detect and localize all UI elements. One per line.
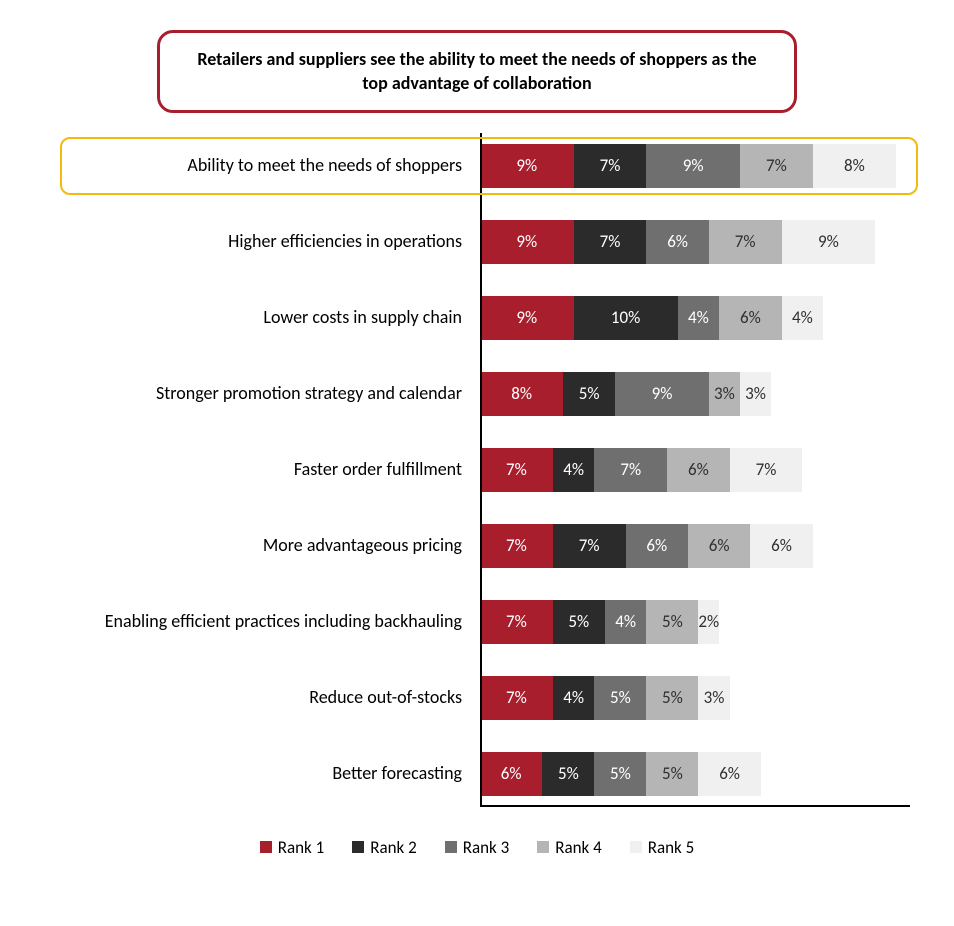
category-label: Reduce out-of-stocks bbox=[40, 687, 480, 708]
bar-stack: 7%4%5%5%3% bbox=[480, 676, 730, 720]
bar-stack: 9%10%4%6%4% bbox=[480, 296, 823, 340]
category-label: Higher efficiencies in operations bbox=[40, 231, 480, 252]
bar-segment: 6% bbox=[667, 448, 729, 492]
category-label: More advantageous pricing bbox=[40, 535, 480, 556]
bar-stack: 7%4%7%6%7% bbox=[480, 448, 802, 492]
bar-segment: 9% bbox=[480, 144, 574, 188]
bar-segment: 6% bbox=[480, 752, 542, 796]
category-label: Enabling efficient practices including b… bbox=[40, 611, 480, 632]
legend-swatch bbox=[260, 841, 272, 853]
bar-segment: 4% bbox=[782, 296, 824, 340]
legend-label: Rank 5 bbox=[648, 837, 695, 858]
bar-segment: 5% bbox=[594, 676, 646, 720]
legend-label: Rank 1 bbox=[278, 837, 325, 858]
category-label: Better forecasting bbox=[40, 763, 480, 784]
bar-segment: 6% bbox=[626, 524, 688, 568]
bar-segment: 5% bbox=[542, 752, 594, 796]
chart-row: Lower costs in supply chain9%10%4%6%4% bbox=[40, 293, 914, 343]
chart-title-text: Retailers and suppliers see the ability … bbox=[197, 48, 756, 94]
bar-segment: 7% bbox=[740, 144, 813, 188]
legend-item: Rank 5 bbox=[630, 837, 695, 858]
x-axis bbox=[480, 805, 910, 807]
legend-swatch bbox=[630, 841, 642, 853]
bar-stack: 7%5%4%5%2% bbox=[480, 600, 719, 644]
legend-item: Rank 1 bbox=[260, 837, 325, 858]
bar-segment: 4% bbox=[553, 676, 595, 720]
legend-label: Rank 3 bbox=[463, 837, 510, 858]
bar-segment: 6% bbox=[698, 752, 760, 796]
chart-row: More advantageous pricing7%7%6%6%6% bbox=[40, 521, 914, 571]
category-label: Ability to meet the needs of shoppers bbox=[40, 155, 480, 176]
bar-segment: 9% bbox=[480, 296, 574, 340]
bar-stack: 7%7%6%6%6% bbox=[480, 524, 813, 568]
chart-row: Higher efficiencies in operations9%7%6%7… bbox=[40, 217, 914, 267]
bar-segment: 6% bbox=[750, 524, 812, 568]
bar-segment: 3% bbox=[698, 676, 729, 720]
bar-segment: 10% bbox=[574, 296, 678, 340]
bar-segment: 6% bbox=[719, 296, 781, 340]
legend: Rank 1 Rank 2 Rank 3 Rank 4 Rank 5 bbox=[40, 837, 914, 858]
chart-row: Faster order fulfillment7%4%7%6%7% bbox=[40, 445, 914, 495]
bar-stack: 9%7%9%7%8% bbox=[480, 144, 896, 188]
bar-stack: 9%7%6%7%9% bbox=[480, 220, 875, 264]
category-label: Stronger promotion strategy and calendar bbox=[40, 383, 480, 404]
category-label: Lower costs in supply chain bbox=[40, 307, 480, 328]
bar-segment: 8% bbox=[813, 144, 896, 188]
chart-row: Ability to meet the needs of shoppers9%7… bbox=[40, 141, 914, 191]
bar-segment: 5% bbox=[594, 752, 646, 796]
bar-segment: 5% bbox=[646, 600, 698, 644]
bar-segment: 5% bbox=[553, 600, 605, 644]
legend-label: Rank 4 bbox=[555, 837, 602, 858]
bar-segment: 7% bbox=[553, 524, 626, 568]
bar-segment: 6% bbox=[688, 524, 750, 568]
bar-segment: 7% bbox=[574, 144, 647, 188]
category-label: Faster order fulfillment bbox=[40, 459, 480, 480]
bar-segment: 7% bbox=[709, 220, 782, 264]
chart-row: Enabling efficient practices including b… bbox=[40, 597, 914, 647]
bar-segment: 9% bbox=[646, 144, 740, 188]
bar-segment: 9% bbox=[782, 220, 876, 264]
bar-segment: 7% bbox=[574, 220, 647, 264]
bar-segment: 7% bbox=[730, 448, 803, 492]
legend-swatch bbox=[445, 841, 457, 853]
bar-segment: 7% bbox=[594, 448, 667, 492]
bar-segment: 4% bbox=[678, 296, 720, 340]
bar-segment: 6% bbox=[646, 220, 708, 264]
bar-segment: 9% bbox=[615, 372, 709, 416]
bar-segment: 8% bbox=[480, 372, 563, 416]
bar-stack: 6%5%5%5%6% bbox=[480, 752, 761, 796]
chart-row: Reduce out-of-stocks7%4%5%5%3% bbox=[40, 673, 914, 723]
bar-segment: 7% bbox=[480, 448, 553, 492]
bar-segment: 9% bbox=[480, 220, 574, 264]
bar-segment: 4% bbox=[605, 600, 647, 644]
bar-segment: 5% bbox=[563, 372, 615, 416]
chart-title-box: Retailers and suppliers see the ability … bbox=[157, 30, 797, 113]
bar-segment: 3% bbox=[709, 372, 740, 416]
bar-segment: 5% bbox=[646, 752, 698, 796]
bar-segment: 7% bbox=[480, 600, 553, 644]
legend-item: Rank 4 bbox=[537, 837, 602, 858]
chart-row: Better forecasting6%5%5%5%6% bbox=[40, 749, 914, 799]
bar-segment: 2% bbox=[698, 600, 719, 644]
bar-segment: 5% bbox=[646, 676, 698, 720]
bar-segment: 3% bbox=[740, 372, 771, 416]
bar-segment: 4% bbox=[553, 448, 595, 492]
chart-row: Stronger promotion strategy and calendar… bbox=[40, 369, 914, 419]
bar-stack: 8%5%9%3%3% bbox=[480, 372, 771, 416]
bar-segment: 7% bbox=[480, 524, 553, 568]
legend-swatch bbox=[352, 841, 364, 853]
legend-item: Rank 3 bbox=[445, 837, 510, 858]
legend-label: Rank 2 bbox=[370, 837, 417, 858]
y-axis bbox=[480, 133, 482, 807]
chart-area: Ability to meet the needs of shoppers9%7… bbox=[40, 141, 914, 799]
legend-swatch bbox=[537, 841, 549, 853]
bar-segment: 7% bbox=[480, 676, 553, 720]
legend-item: Rank 2 bbox=[352, 837, 417, 858]
